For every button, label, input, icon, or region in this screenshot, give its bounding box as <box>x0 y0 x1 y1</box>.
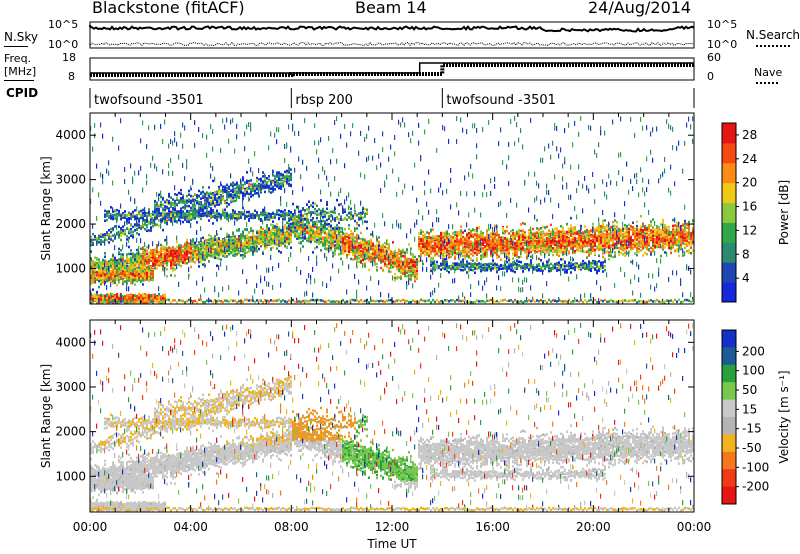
noise-left-tick-top: 10^5 <box>48 18 78 31</box>
power-colorbar-label: Power [dB] <box>777 180 791 245</box>
x-tick-label: 00:00 <box>73 520 108 534</box>
y-axis-label: Slant Range [km] <box>39 156 53 260</box>
nave-line <box>90 63 694 77</box>
noise-sky-underline <box>4 46 28 47</box>
velocity-colorbar-tick-label: -50 <box>742 441 762 455</box>
freq-underline <box>4 80 34 81</box>
y-tick-label: 2000 <box>55 425 86 439</box>
velocity-colorbar-frame <box>721 329 737 505</box>
noise-panel-frame <box>89 21 695 49</box>
velocity-colorbar-cell <box>722 330 736 348</box>
y-axis-label: Slant Range [km] <box>39 364 53 468</box>
freq-line <box>90 62 694 74</box>
velocity-rti <box>90 322 694 512</box>
y-tick-label: 1000 <box>55 469 86 483</box>
y-tick-label: 1000 <box>55 261 86 275</box>
power-colorbar-cell <box>722 182 736 204</box>
velocity-colorbar-cell <box>722 434 736 453</box>
power-colorbar-tick-label: 8 <box>742 247 750 261</box>
velocity-colorbar-tick-label: 200 <box>742 344 765 358</box>
power-colorbar-cell <box>722 262 736 283</box>
velocity-colorbar-tick-label: -15 <box>742 422 762 436</box>
power-colorbar-tick-label: 20 <box>742 176 757 190</box>
power-colorbar-cell <box>722 242 736 263</box>
velocity-colorbar-cell <box>722 364 736 383</box>
y-tick-label: 4000 <box>55 128 86 142</box>
radar-title: Blackstone (fitACF) <box>92 0 245 17</box>
velocity-colorbar-tick-label: 50 <box>742 383 757 397</box>
x-tick-label: 16:00 <box>475 520 510 534</box>
nave-label: Nave <box>754 66 782 79</box>
power-colorbar-tick-label: 16 <box>742 200 757 214</box>
velocity-colorbar-cell <box>722 417 736 435</box>
power-colorbar-cell <box>722 123 736 144</box>
power-colorbar-tick-label: 12 <box>742 223 757 237</box>
velocity-colorbar-tick-label: 100 <box>742 364 765 378</box>
power-colorbar-tick-label: 28 <box>742 128 757 142</box>
nave-tick-top: 60 <box>707 51 721 64</box>
freq-panel-frame <box>89 57 695 81</box>
power-colorbar-cell <box>722 162 736 184</box>
cpid-label: CPID <box>6 86 38 100</box>
noise-sky-line <box>89 25 695 33</box>
x-axis-label: Time UT <box>366 537 417 551</box>
power-rti <box>90 115 694 304</box>
velocity-colorbar-tick-label: 15 <box>742 402 757 416</box>
velocity-colorbar-label: Velocity [m s⁻¹] <box>777 370 791 463</box>
x-tick-label: 00:00 <box>677 520 712 534</box>
cpid-segment-label: rbsp 200 <box>295 93 353 108</box>
freq-label-line1: Freq. <box>4 52 31 65</box>
y-tick-label: 2000 <box>55 217 86 231</box>
noise-search-line <box>89 41 695 47</box>
nave-tick-bottom: 0 <box>707 70 714 83</box>
noise-search-underline <box>756 45 790 47</box>
power-colorbar-frame <box>721 122 737 303</box>
power-colorbar-tick-label: 24 <box>742 152 757 166</box>
noise-sky-label: N.Sky <box>4 30 38 44</box>
velocity-colorbar-tick-label: -100 <box>742 460 769 474</box>
velocity-colorbar-cell <box>722 486 736 505</box>
power-colorbar-cell <box>722 222 736 243</box>
velocity-colorbar-cell <box>722 347 736 366</box>
velocity-colorbar-tick-label: -200 <box>742 480 769 494</box>
cpid-segment-label: twofsound -3501 <box>94 93 204 108</box>
power-colorbar-cell <box>722 142 736 164</box>
freq-label-line2: [MHz] <box>4 65 36 78</box>
y-tick-label: 4000 <box>55 335 86 349</box>
power-colorbar-tick-label: 4 <box>742 271 750 285</box>
noise-right-tick-bottom: 10^0 <box>707 38 737 51</box>
beam-label: Beam 14 <box>355 0 427 17</box>
freq-tick-top: 18 <box>62 51 76 64</box>
noise-left-tick-bottom: 10^0 <box>48 38 78 51</box>
cpid-segment-label: twofsound -3501 <box>446 93 556 108</box>
velocity-colorbar-cell <box>722 451 736 470</box>
power-colorbar-cell <box>722 202 736 223</box>
freq-tick-bottom: 8 <box>68 70 75 83</box>
date-label: 24/Aug/2014 <box>588 0 691 17</box>
velocity-colorbar-cell <box>722 399 736 418</box>
power-colorbar-cell <box>722 282 736 303</box>
y-tick-label: 3000 <box>55 173 86 187</box>
y-tick-label: 3000 <box>55 380 86 394</box>
noise-right-tick-top: 10^5 <box>707 18 737 31</box>
noise-search-label: N.Search <box>746 28 800 42</box>
velocity-colorbar-cell <box>722 469 736 488</box>
x-tick-label: 20:00 <box>576 520 611 534</box>
x-tick-label: 04:00 <box>173 520 208 534</box>
x-tick-label: 08:00 <box>274 520 309 534</box>
velocity-colorbar-cell <box>722 382 736 401</box>
x-tick-label: 12:00 <box>375 520 410 534</box>
nave-underline <box>756 82 778 84</box>
